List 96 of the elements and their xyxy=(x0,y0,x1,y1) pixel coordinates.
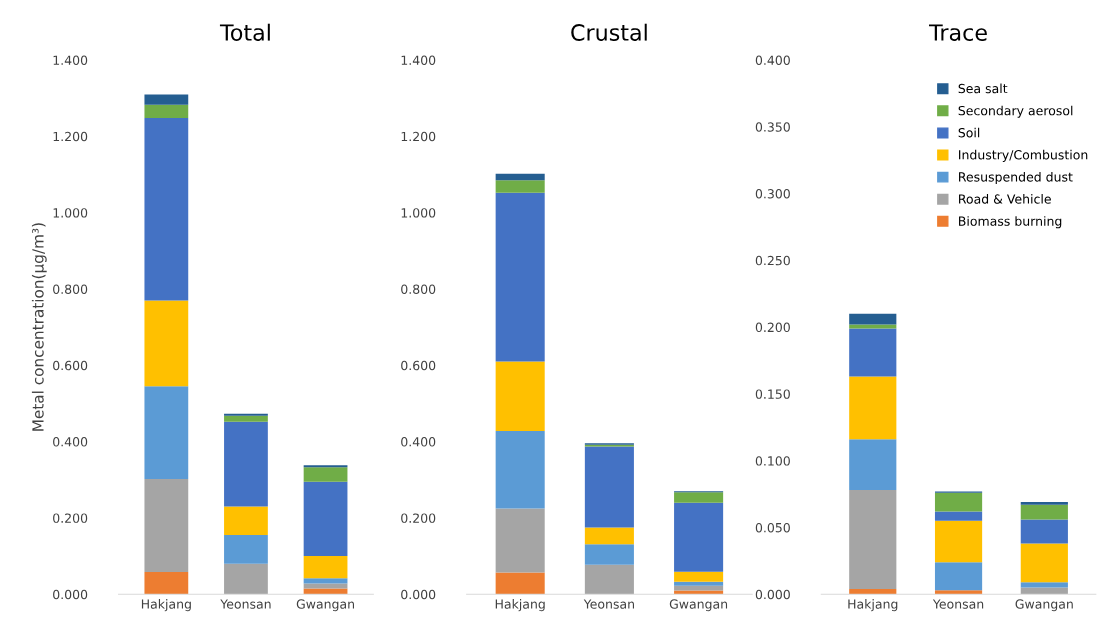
bar xyxy=(674,502,724,572)
bar xyxy=(674,571,724,582)
bar xyxy=(144,300,189,387)
bar xyxy=(303,578,348,584)
bar xyxy=(934,511,983,521)
x-tick-label: Yeonsan xyxy=(220,599,271,609)
bar xyxy=(303,481,348,557)
legend-label: Road & Vehicle xyxy=(959,194,1051,204)
bar xyxy=(584,527,634,545)
bar xyxy=(144,104,189,119)
bar xyxy=(934,492,983,512)
x-tick-label: Yeonsan xyxy=(932,599,984,609)
bar xyxy=(144,572,189,595)
bar xyxy=(224,535,268,564)
y-tick-label: 0.400 xyxy=(755,55,790,65)
legend-label: Secondary aerosol xyxy=(958,105,1073,118)
x-tick-label: Hakjang xyxy=(141,599,191,612)
y-tick-label: 0.150 xyxy=(755,389,790,399)
chart-title: Crustal xyxy=(571,23,647,41)
bar xyxy=(849,588,897,595)
bar xyxy=(674,492,724,503)
y-axis-title: Metal concentration(μg/m³) xyxy=(31,223,47,431)
chart-title: Total xyxy=(219,23,270,41)
legend-label: Soil xyxy=(958,127,980,138)
bar xyxy=(1020,519,1068,544)
y-tick-label: 1.000 xyxy=(53,208,88,218)
x-tick-label: Gwangan xyxy=(296,599,354,612)
bar xyxy=(303,556,348,579)
legend-label: Sea salt xyxy=(958,83,1008,94)
bar xyxy=(849,490,897,589)
bar xyxy=(849,313,897,325)
y-tick-label: 0.000 xyxy=(401,589,436,600)
bar xyxy=(144,386,189,480)
y-tick-label: 0.800 xyxy=(53,284,88,294)
bar xyxy=(849,376,897,440)
bar xyxy=(674,590,724,595)
bar xyxy=(1020,543,1068,583)
bar xyxy=(934,590,983,595)
x-tick-label: Yeonsan xyxy=(583,599,634,609)
bar xyxy=(849,439,897,491)
bar xyxy=(495,180,545,193)
bar xyxy=(584,544,634,565)
bar xyxy=(224,415,268,422)
y-tick-label: 0.300 xyxy=(755,189,790,199)
bar xyxy=(495,430,545,509)
y-tick-label: 0.250 xyxy=(755,255,790,266)
y-tick-label: 0.000 xyxy=(755,589,790,600)
bar xyxy=(224,506,268,536)
legend-label: Resuspended dust xyxy=(959,171,1073,185)
x-tick-label: Gwangan xyxy=(669,599,728,612)
legend-label: Industry/Combustion xyxy=(959,149,1088,162)
y-tick-label: 0.400 xyxy=(401,437,436,447)
bar xyxy=(303,467,348,482)
bar xyxy=(1020,502,1068,505)
bar xyxy=(495,173,545,181)
y-tick-label: 0.200 xyxy=(755,322,790,333)
x-tick-label: Hakjang xyxy=(848,599,898,612)
y-tick-label: 0.200 xyxy=(401,513,436,523)
y-tick-label: 0.100 xyxy=(755,456,790,466)
bar xyxy=(144,118,189,301)
y-tick-label: 0.600 xyxy=(401,360,436,371)
bar xyxy=(495,572,545,595)
legend-label: Biomass burning xyxy=(959,216,1062,229)
bar xyxy=(495,192,545,362)
bar xyxy=(934,520,983,563)
bar xyxy=(495,361,545,431)
y-tick-label: 1.400 xyxy=(53,55,88,65)
y-tick-label: 1.200 xyxy=(401,131,436,142)
y-tick-label: 0.050 xyxy=(755,522,790,533)
x-tick-label: Gwangan xyxy=(1015,599,1073,612)
bar xyxy=(1020,504,1068,520)
y-tick-label: 0.350 xyxy=(755,122,790,132)
y-tick-label: 0.600 xyxy=(53,360,88,371)
x-tick-label: Hakjang xyxy=(495,599,545,612)
bar xyxy=(144,479,189,573)
y-tick-label: 0.000 xyxy=(53,589,88,600)
bar xyxy=(224,563,268,595)
chart-title: Trace xyxy=(929,24,987,41)
bar xyxy=(495,508,545,573)
bar xyxy=(224,421,268,507)
y-tick-label: 1.400 xyxy=(401,55,436,65)
y-tick-label: 1.000 xyxy=(401,208,436,218)
bar xyxy=(1020,582,1068,588)
y-tick-label: 0.800 xyxy=(401,284,436,294)
bar xyxy=(934,562,983,591)
bar xyxy=(144,94,189,105)
y-tick-label: 0.200 xyxy=(53,513,88,523)
y-tick-label: 0.400 xyxy=(53,437,88,447)
bar xyxy=(1020,587,1068,595)
bar xyxy=(584,446,634,528)
y-tick-label: 1.200 xyxy=(53,131,88,142)
bar xyxy=(849,328,897,377)
bar xyxy=(674,581,724,586)
bar xyxy=(303,583,348,589)
bar xyxy=(584,564,634,595)
bar xyxy=(849,324,897,329)
